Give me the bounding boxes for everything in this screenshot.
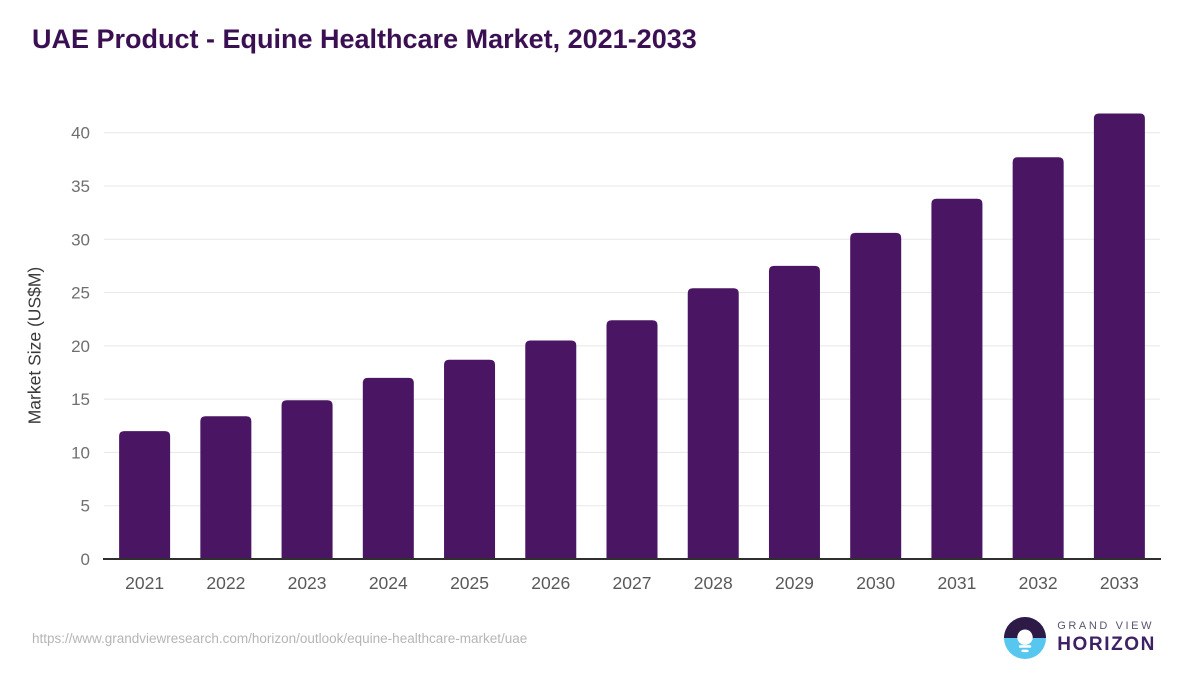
chart-title: UAE Product - Equine Healthcare Market, … bbox=[32, 24, 697, 54]
bar-2021[interactable] bbox=[119, 431, 171, 559]
y-tick-label: 15 bbox=[71, 390, 90, 409]
x-tick-label: 2022 bbox=[206, 573, 245, 593]
bar-2033[interactable] bbox=[1093, 113, 1145, 559]
grand-view-horizon-logo[interactable]: GRAND VIEW HORIZON bbox=[1004, 617, 1156, 659]
x-tick-label: 2028 bbox=[694, 573, 733, 593]
x-tick-label: 2031 bbox=[937, 573, 976, 593]
x-tick-label: 2033 bbox=[1100, 573, 1139, 593]
bar-2025[interactable] bbox=[444, 359, 496, 559]
y-tick-label: 0 bbox=[81, 550, 90, 569]
bar-2028[interactable] bbox=[687, 288, 739, 559]
y-tick-label: 10 bbox=[71, 443, 90, 462]
x-tick-label: 2030 bbox=[856, 573, 895, 593]
y-tick-label: 40 bbox=[71, 124, 90, 143]
y-tick-label: 30 bbox=[71, 230, 90, 249]
x-tick-label: 2021 bbox=[125, 573, 164, 593]
x-tick-label: 2029 bbox=[775, 573, 814, 593]
logo-product-name: HORIZON bbox=[1057, 634, 1156, 655]
x-tick-label: 2024 bbox=[369, 573, 408, 593]
x-tick-label: 2025 bbox=[450, 573, 489, 593]
logo-brand-name: GRAND VIEW bbox=[1057, 620, 1155, 632]
bar-2023[interactable] bbox=[281, 400, 333, 559]
x-tick-label: 2027 bbox=[613, 573, 652, 593]
bar-2026[interactable] bbox=[525, 340, 577, 559]
bar-2032[interactable] bbox=[1012, 157, 1064, 559]
bar-2030[interactable] bbox=[850, 232, 902, 559]
y-tick-label: 20 bbox=[71, 337, 90, 356]
bar-2024[interactable] bbox=[362, 377, 414, 559]
x-tick-label: 2026 bbox=[531, 573, 570, 593]
y-tick-label: 25 bbox=[71, 284, 90, 303]
bar-2027[interactable] bbox=[606, 320, 658, 559]
source-url[interactable]: https://www.grandviewresearch.com/horizo… bbox=[32, 631, 528, 646]
y-tick-label: 35 bbox=[71, 177, 90, 196]
bar-2031[interactable] bbox=[931, 198, 983, 560]
bar-2022[interactable] bbox=[200, 416, 252, 559]
bar-2029[interactable] bbox=[768, 265, 820, 559]
logo-text-block: GRAND VIEW HORIZON bbox=[1057, 620, 1156, 656]
y-tick-label: 5 bbox=[81, 497, 90, 516]
x-tick-label: 2023 bbox=[288, 573, 327, 593]
x-axis-line bbox=[103, 558, 1161, 560]
x-tick-label: 2032 bbox=[1019, 573, 1058, 593]
horizon-sun-over-water-icon bbox=[1004, 617, 1047, 659]
